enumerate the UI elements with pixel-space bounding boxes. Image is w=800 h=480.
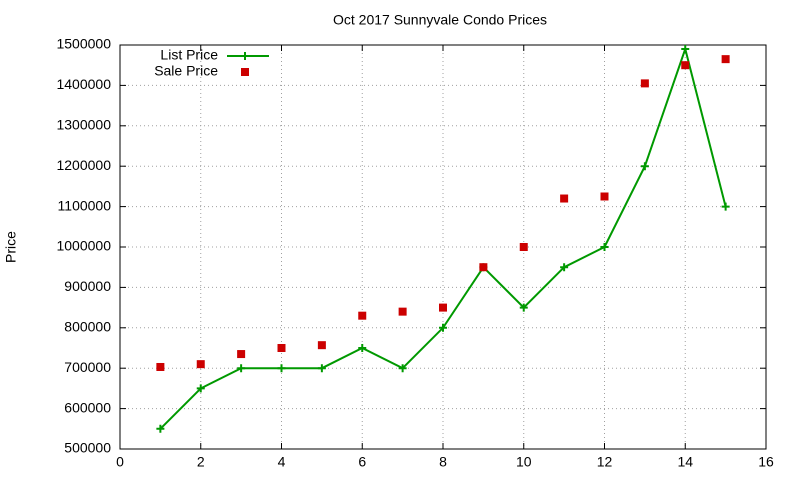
point	[398, 364, 407, 373]
point	[640, 162, 649, 171]
point	[317, 364, 326, 373]
point	[721, 55, 730, 64]
point	[560, 263, 569, 272]
point	[156, 424, 165, 433]
y-tick-label: 1000000	[56, 238, 111, 254]
point	[156, 362, 165, 371]
point	[277, 364, 286, 373]
point	[681, 61, 690, 70]
legend-label: List Price	[160, 47, 218, 63]
point	[358, 344, 367, 352]
legend-marker	[241, 68, 249, 76]
point	[681, 45, 690, 54]
point	[721, 202, 730, 211]
point	[519, 243, 528, 251]
x-tick-label: 2	[197, 454, 205, 470]
point	[317, 341, 326, 350]
plot-frame	[119, 44, 767, 450]
x-tick-label: 0	[116, 454, 124, 470]
y-tick-label: 800000	[64, 319, 111, 335]
x-tick-label: 10	[516, 454, 532, 470]
point	[439, 303, 447, 312]
y-tick-label: 1400000	[56, 76, 111, 92]
y-tick-label: 900000	[64, 278, 111, 294]
legend-marker	[241, 52, 249, 60]
point	[237, 364, 246, 373]
x-tick-label: 14	[677, 454, 693, 470]
point	[237, 350, 246, 359]
point	[398, 307, 407, 316]
y-tick-label: 1200000	[56, 157, 111, 173]
y-axis-label: Price	[3, 231, 19, 263]
point	[640, 79, 649, 88]
point	[600, 243, 609, 251]
point	[479, 263, 488, 272]
x-tick-label: 8	[439, 454, 447, 470]
chart-title: Oct 2017 Sunnyvale Condo Prices	[333, 12, 547, 28]
y-tick-label: 1100000	[58, 197, 112, 213]
point	[439, 323, 447, 332]
y-tick-label: 700000	[64, 359, 111, 375]
y-tick-label: 1300000	[56, 117, 111, 133]
x-tick-label: 12	[597, 454, 613, 470]
x-tick-label: 6	[358, 454, 366, 470]
point	[196, 384, 205, 393]
series-line	[159, 45, 727, 430]
y-tick-label: 500000	[64, 440, 111, 456]
point	[519, 303, 528, 312]
y-tick-label: 1500000	[56, 36, 111, 52]
point	[277, 344, 286, 352]
y-tick-label: 600000	[64, 399, 111, 415]
point	[358, 311, 367, 320]
point	[600, 192, 609, 201]
legend-label: Sale Price	[154, 63, 218, 79]
point	[196, 360, 205, 369]
x-tick-label: 4	[278, 454, 286, 470]
point	[560, 194, 569, 203]
x-tick-label: 16	[758, 454, 774, 470]
